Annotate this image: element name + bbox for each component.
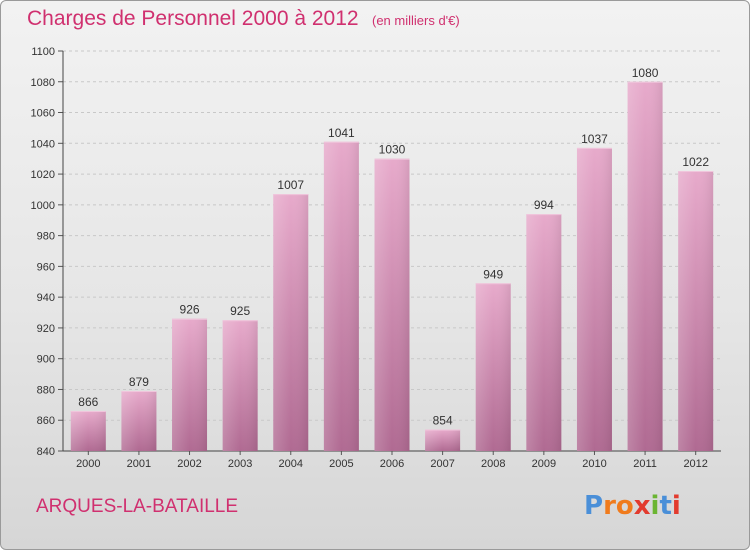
y-tick-label: 1100 xyxy=(31,46,55,58)
bars xyxy=(70,81,714,452)
x-tick-label: 2004 xyxy=(279,458,303,470)
bar-highlight xyxy=(121,391,157,451)
bar-value-label: 1022 xyxy=(682,155,709,169)
bar-highlight xyxy=(222,320,258,451)
bar-highlight xyxy=(323,141,359,451)
y-tick-label: 940 xyxy=(37,292,55,304)
commune-name: ARQUES-LA-BATAILLE xyxy=(36,496,239,517)
x-tick-label: 2007 xyxy=(430,458,454,470)
bar-value-label: 879 xyxy=(129,375,149,389)
bar-highlight xyxy=(273,194,309,452)
proxiti-logo[interactable]: Proxiti xyxy=(584,491,681,521)
x-tick-label: 2011 xyxy=(633,458,657,470)
logo-letter: o xyxy=(615,491,634,521)
bar-highlight xyxy=(425,429,461,451)
bar-highlight xyxy=(526,214,562,451)
y-tick-label: 960 xyxy=(37,261,55,273)
y-tick-label: 840 xyxy=(37,446,55,458)
logo-letter: i xyxy=(650,491,660,521)
y-tick-label: 980 xyxy=(37,231,55,243)
x-tick-label: 2003 xyxy=(228,458,252,470)
chart-title: Charges de Personnel 2000 à 2012 xyxy=(27,7,359,30)
bar-value-label: 1007 xyxy=(277,178,304,192)
bar-value-label: 1041 xyxy=(328,126,355,140)
x-tick-label: 2005 xyxy=(329,458,353,470)
bar-value-label: 994 xyxy=(534,198,554,212)
bar-value-label: 1030 xyxy=(379,143,406,157)
y-tick-label: 1020 xyxy=(31,169,55,181)
y-tick-label: 1040 xyxy=(31,138,55,150)
bar-highlight xyxy=(70,411,106,451)
bar-value-label: 1037 xyxy=(581,132,608,146)
logo-letter: r xyxy=(603,491,616,521)
value-labels: 866 879 926 925 1007 1041 1030 854 949 994 1037 108… xyxy=(78,66,709,428)
bar-highlight xyxy=(374,158,410,451)
x-tick-label: 2008 xyxy=(481,458,505,470)
bar-value-label: 925 xyxy=(230,304,250,318)
x-tick-label: 2012 xyxy=(683,458,707,470)
x-tick-label: 2002 xyxy=(177,458,201,470)
y-tick-label: 1000 xyxy=(31,200,55,212)
bar-highlight xyxy=(576,147,612,451)
bar-value-label: 949 xyxy=(483,267,503,281)
bar-value-label: 1080 xyxy=(632,66,659,80)
logo-letter: i xyxy=(671,491,681,521)
x-tick-label: 2001 xyxy=(127,458,151,470)
bar-highlight xyxy=(627,81,663,452)
y-tick-label: 920 xyxy=(37,323,55,335)
bar-highlight xyxy=(172,318,208,451)
logo-letter: x xyxy=(633,491,651,521)
y-tick-label: 900 xyxy=(37,354,55,366)
y-tick-label: 860 xyxy=(37,415,55,427)
logo-letter: t xyxy=(659,491,672,521)
y-tick-label: 1080 xyxy=(31,77,55,89)
y-tick-label: 880 xyxy=(37,384,55,396)
x-tick-label: 2009 xyxy=(532,458,556,470)
logo-letter: P xyxy=(584,491,604,521)
y-tick-label: 1060 xyxy=(31,108,55,120)
bar-value-label: 926 xyxy=(180,303,200,317)
bar-value-label: 854 xyxy=(433,413,453,427)
chart-unit-subtitle: (en milliers d'€) xyxy=(372,13,460,28)
x-tick-label: 2006 xyxy=(380,458,404,470)
bar-highlight xyxy=(678,171,714,451)
x-tick-label: 2010 xyxy=(582,458,606,470)
x-tick-label: 2000 xyxy=(76,458,100,470)
bar-value-label: 866 xyxy=(78,395,98,409)
bar-highlight xyxy=(475,283,511,451)
